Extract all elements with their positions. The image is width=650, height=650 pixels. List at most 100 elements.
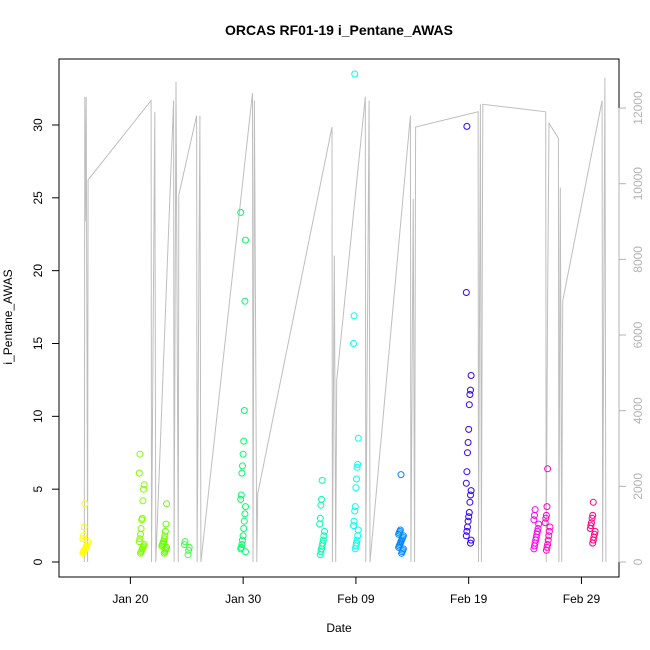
data-point	[466, 498, 474, 506]
data-point	[184, 551, 192, 559]
y-tick-label: 15	[31, 336, 45, 350]
data-point	[238, 469, 246, 477]
data-point	[465, 509, 473, 516]
data-point	[465, 425, 473, 433]
data-points-layer	[79, 70, 599, 559]
data-point	[136, 535, 144, 543]
data-point	[542, 514, 550, 522]
data-point	[317, 501, 325, 509]
data-point	[240, 525, 248, 532]
x-tick-label: Jan 20	[112, 592, 148, 606]
data-point	[543, 543, 551, 551]
data-point	[350, 312, 358, 320]
data-point	[237, 491, 245, 499]
data-point	[160, 535, 168, 543]
data-point	[465, 401, 473, 409]
data-point	[534, 525, 542, 532]
data-point	[320, 532, 328, 540]
x-axis-label: Date	[326, 621, 352, 635]
data-point	[462, 479, 470, 487]
data-point	[543, 503, 551, 511]
chart-title: ORCAS RF01-19 i_Pentane_AWAS	[225, 22, 453, 38]
data-point	[240, 517, 248, 525]
data-point	[465, 513, 473, 521]
data-point	[544, 541, 552, 548]
data-point	[163, 500, 171, 508]
data-point	[351, 507, 359, 515]
data-point	[319, 539, 327, 547]
data-point	[237, 543, 245, 551]
data-point	[589, 511, 597, 519]
data-point	[467, 491, 474, 499]
data-point	[397, 471, 405, 479]
data-point	[241, 510, 249, 518]
data-point	[136, 450, 144, 458]
data-point	[462, 289, 470, 296]
data-point	[464, 517, 472, 525]
data-point	[467, 487, 475, 495]
data-point	[587, 522, 595, 530]
data-point	[83, 541, 91, 548]
data-point	[353, 536, 361, 544]
x-tick-label: Jan 30	[225, 592, 261, 606]
data-point	[588, 514, 596, 522]
data-point	[531, 511, 538, 519]
altitude-line-layer	[83, 77, 607, 563]
data-point	[535, 520, 543, 528]
data-point	[467, 372, 475, 379]
data-point	[464, 439, 472, 446]
data-point	[544, 465, 552, 473]
data-point	[354, 526, 362, 534]
data-point	[353, 539, 360, 547]
data-point	[541, 519, 549, 527]
x-axis: Jan 20 Jan 30 Feb 09 Feb 19 Feb 29	[112, 576, 601, 606]
data-point	[467, 536, 475, 544]
data-point	[350, 517, 358, 525]
y-tick-label: 10	[31, 409, 45, 423]
y-axis-left: 0 5 10 15 20 25 30	[31, 118, 60, 565]
data-point	[140, 481, 148, 489]
data-point	[80, 532, 87, 540]
data-point	[239, 462, 246, 470]
data-point	[350, 522, 357, 530]
data-point	[137, 530, 144, 538]
data-point	[463, 122, 471, 130]
data-point	[161, 527, 169, 535]
data-point	[181, 538, 189, 546]
data-point	[545, 532, 553, 540]
data-point	[588, 519, 595, 527]
data-point	[240, 437, 248, 445]
x-tick-label: Feb 09	[337, 592, 375, 606]
data-point	[545, 527, 553, 535]
data-point	[180, 541, 188, 548]
y2-tick-label: 8000	[631, 246, 645, 273]
data-point	[135, 469, 143, 477]
data-point	[463, 468, 471, 476]
x-tick-label: Feb 29	[563, 592, 601, 606]
data-point	[237, 208, 245, 216]
data-point	[589, 498, 597, 506]
y-axis-right: 0 2000 4000 6000 8000 10000 12000	[618, 91, 645, 565]
y2-tick-label: 12000	[631, 91, 645, 125]
data-point	[138, 514, 146, 522]
data-point	[464, 523, 471, 531]
data-point	[464, 449, 471, 457]
data-point	[318, 495, 325, 503]
data-point	[185, 546, 193, 554]
data-point	[591, 530, 598, 538]
data-point	[316, 514, 324, 522]
data-point	[534, 527, 541, 535]
data-point	[396, 526, 404, 534]
data-point	[139, 497, 147, 505]
y2-tick-label: 0	[631, 558, 645, 565]
data-point	[351, 70, 359, 78]
data-point	[350, 340, 357, 347]
data-point	[467, 539, 474, 547]
data-point	[80, 523, 88, 531]
data-point	[546, 523, 554, 531]
data-point	[161, 532, 169, 540]
y-tick-label: 30	[31, 118, 45, 132]
data-point	[240, 407, 248, 414]
y2-tick-label: 4000	[631, 397, 645, 424]
data-point	[319, 536, 327, 544]
